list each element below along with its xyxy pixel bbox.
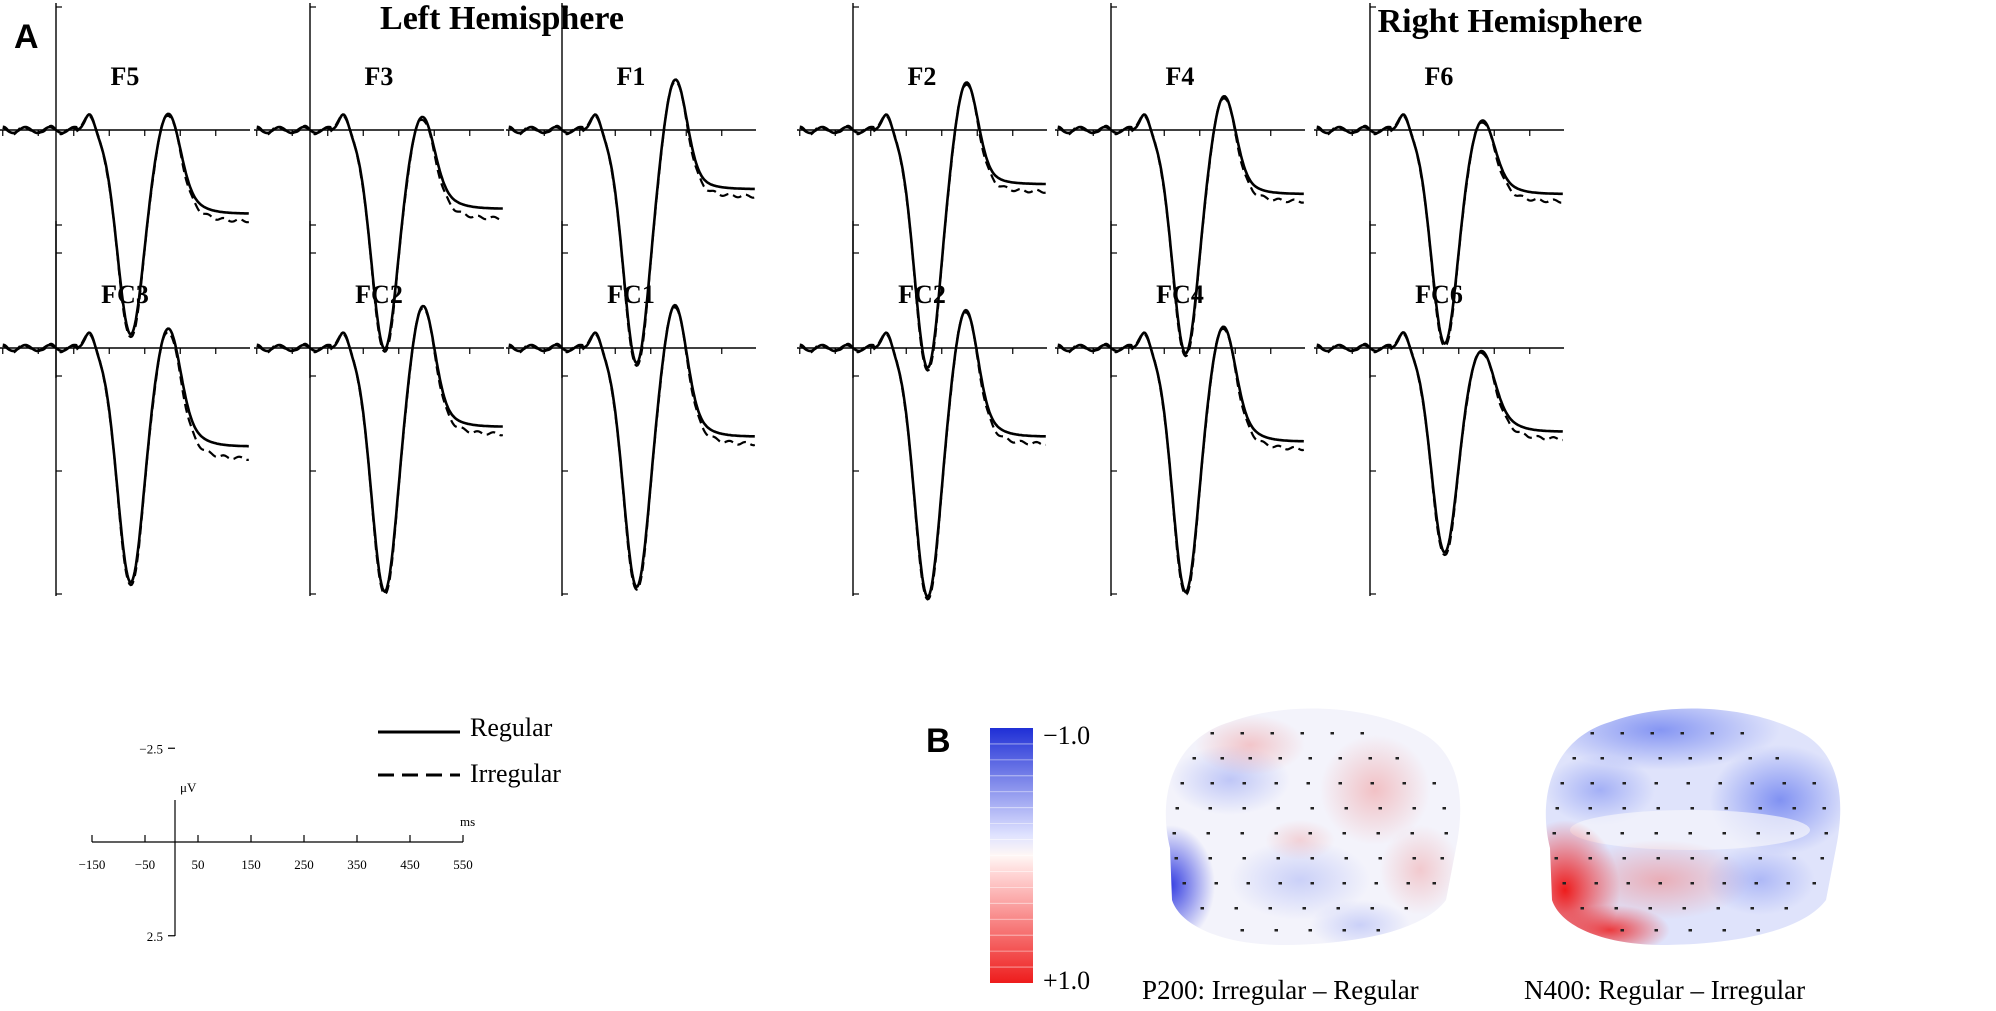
right-hemisphere-title: Right Hemisphere [1378, 3, 1643, 40]
series-irregular-line [799, 311, 1047, 601]
scale-x-tick-label: 450 [400, 857, 420, 872]
scale-x-tick-label: −50 [135, 857, 155, 872]
series-regular-line [799, 81, 1046, 370]
series-regular-line [1057, 325, 1304, 594]
erp-subplot-f3-left: F3 [254, 3, 504, 378]
scale-x-tick-label: 350 [347, 857, 367, 872]
panel-letter-a: A [14, 18, 39, 56]
scale-y-tick-label: 2.5 [147, 929, 163, 944]
series-irregular-line [799, 83, 1046, 372]
legend-irregular-label: Irregular [470, 759, 561, 788]
erp-subplot-f1-left: F1 [506, 3, 756, 378]
panel-letter-b: B [926, 722, 951, 760]
erp-subplot-f6-right: F6 [1314, 3, 1564, 378]
electrode-label: F5 [111, 62, 140, 91]
erp-subplot-fc1-left: FC1 [506, 221, 756, 596]
scale-x-tick-label: 250 [294, 857, 314, 872]
electrode-label: FC2 [355, 280, 403, 309]
scale-x-tick-label: 150 [241, 857, 261, 872]
topomap-n400-caption: N400: Regular – Irregular [1524, 975, 1805, 1005]
series-irregular-line [256, 114, 503, 353]
series-regular-line [799, 308, 1046, 599]
series-irregular-line [1316, 114, 1563, 348]
colorbar: −1.0 +1.0 [990, 721, 1090, 995]
series-irregular-line [1316, 332, 1563, 557]
scale-x-unit: ms [460, 814, 475, 829]
series-irregular-line [1057, 327, 1305, 596]
electrode-label: FC3 [101, 280, 149, 309]
erp-subplot-fc3-left: FC3 [0, 221, 250, 596]
scale-y-unit: μV [180, 780, 197, 795]
series-regular-line [2, 327, 249, 584]
series-regular-line [508, 78, 755, 365]
erp-subplot-fc2-left: FC2 [254, 221, 504, 596]
electrode-label: F1 [617, 62, 646, 91]
topomap-n400 [1545, 708, 1841, 945]
electrode-label: FC2 [898, 280, 946, 309]
erp-subplot-fc6-right: FC6 [1314, 221, 1564, 596]
series-irregular-line [2, 114, 249, 339]
electrode-label: F4 [1166, 62, 1195, 91]
erp-subplot-f5-left: F5 [0, 3, 250, 378]
colorbar-max-label: +1.0 [1043, 966, 1090, 995]
scale-x-tick-label: 50 [192, 857, 205, 872]
electrode-label: F6 [1425, 62, 1454, 91]
topomap-p200 [1165, 708, 1461, 945]
left-hemisphere-title: Left Hemisphere [380, 0, 624, 37]
erp-subplot-f2-right: F2 [797, 3, 1047, 378]
series-irregular-line [2, 331, 249, 587]
erp-subplot-f4-right: F4 [1055, 3, 1305, 378]
scale-x-tick-label: −150 [79, 857, 106, 872]
series-regular-line [256, 304, 503, 594]
electrode-label: FC6 [1415, 280, 1463, 309]
legend: Regular Irregular [378, 713, 561, 788]
topomap-p200-caption: P200: Irregular – Regular [1142, 975, 1419, 1005]
electrode-label: F3 [365, 62, 394, 91]
series-irregular-line [508, 80, 755, 367]
electrode-label: F2 [908, 62, 937, 91]
colorbar-min-label: −1.0 [1043, 721, 1090, 750]
legend-regular-label: Regular [470, 713, 553, 742]
electrode-label: FC4 [1156, 280, 1204, 309]
series-regular-line [2, 112, 249, 336]
series-irregular-line [256, 307, 503, 596]
scale-y-tick-label: −2.5 [139, 741, 163, 756]
series-irregular-line [1057, 97, 1304, 358]
series-regular-line [1057, 94, 1304, 355]
erp-subplot-fc4-right: FC4 [1055, 221, 1305, 596]
erp-plot-grid: F5 F3 F1 F2 F4 F6 FC3 FC2 FC1 FC2 FC4 FC6 [0, 3, 1564, 601]
scale-x-tick-label: 550 [453, 857, 473, 872]
electrode-label: FC1 [607, 280, 655, 309]
series-regular-line [256, 113, 503, 351]
series-regular-line [1316, 330, 1563, 554]
erp-subplot-fc2-right: FC2 [797, 221, 1047, 601]
series-regular-line [1316, 113, 1563, 346]
series-irregular-line [508, 306, 756, 591]
